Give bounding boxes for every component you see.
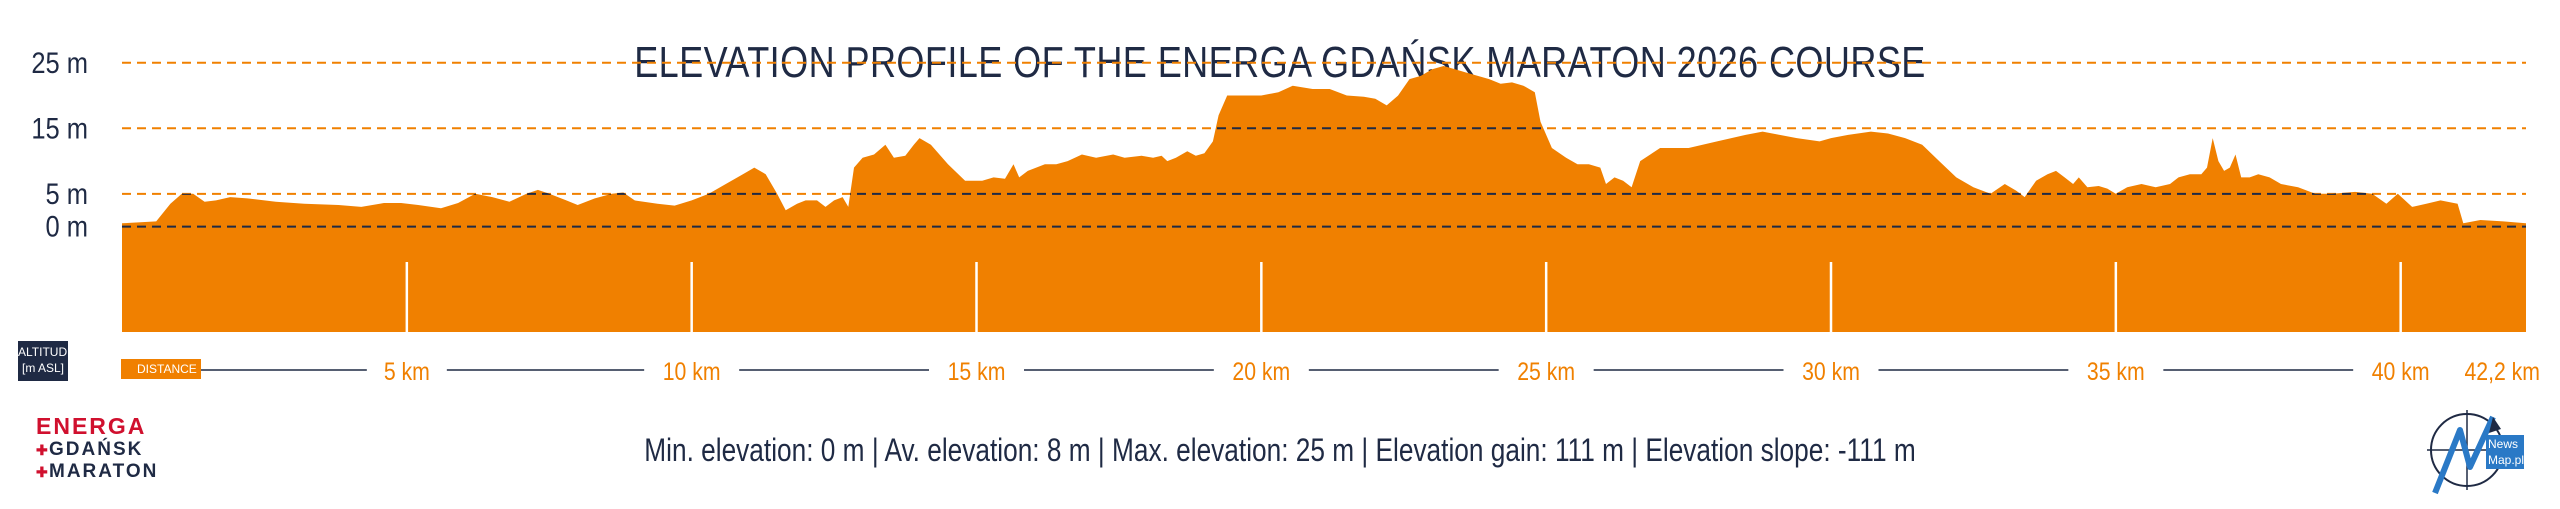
altitude-badge-line2: [m ASL] xyxy=(21,361,65,375)
x-tick-bg xyxy=(2446,356,2560,384)
x-tick-bg xyxy=(1498,356,1594,384)
x-tick-label: 40 km xyxy=(2372,357,2430,385)
newsmap-logo: News Map.pl xyxy=(2415,405,2540,495)
x-tick-bg xyxy=(1783,356,1879,384)
x-tick-bg xyxy=(929,356,1025,384)
x-tick-bg xyxy=(2068,356,2164,384)
x-tick-label: 20 km xyxy=(1232,357,1290,385)
newsmap-label: News Map.pl xyxy=(2486,435,2524,469)
km-divider-lines xyxy=(405,262,2402,332)
x-axis: 5 km 10 km 15 km 20 km 25 km 30 km 35 km 40 km 4… xyxy=(201,356,2560,385)
x-tick-label: 15 km xyxy=(948,357,1006,385)
x-tick-label: 42,2 km xyxy=(2464,357,2540,385)
y-tick-label: 25 m xyxy=(31,46,88,79)
x-tick-bg xyxy=(2353,356,2449,384)
cross-icon: ✚ xyxy=(36,442,50,458)
altitude-badge: ALTITUDE [m ASL] xyxy=(18,341,76,381)
newsmap-line1: News xyxy=(2488,437,2519,451)
logo-gdansk-text: GDAŃSK xyxy=(49,439,144,460)
altitude-badge-line1: ALTITUDE xyxy=(18,345,76,359)
x-tick-label: 10 km xyxy=(663,357,721,385)
y-axis-labels: 25 m 15 m 5 m0 m xyxy=(31,46,88,243)
x-tick-label: 35 km xyxy=(2087,357,2145,385)
x-tick-label: 5 km xyxy=(384,357,430,385)
logo-maraton-text: MARATON xyxy=(49,461,159,482)
x-tick-bg xyxy=(366,356,447,384)
logo-energa-text: ENERGA xyxy=(36,413,147,439)
energa-gdansk-maraton-logo: ENERGA ✚ GDAŃSK ✚ MARATON xyxy=(36,413,186,488)
x-tick-bg xyxy=(1213,356,1309,384)
cross-icon: ✚ xyxy=(36,464,50,480)
newsmap-line2: Map.pl xyxy=(2488,453,2525,467)
x-tick-label: 25 km xyxy=(1517,357,1575,385)
x-tick-label: 30 km xyxy=(1802,357,1860,385)
y-tick-label: 5 m xyxy=(46,177,88,210)
distance-badge: DISTANCE xyxy=(121,359,201,379)
x-tick-bg xyxy=(644,356,740,384)
gridlines-front xyxy=(122,127,2526,228)
y-tick-label: 0 m xyxy=(46,210,88,243)
elevation-stats: Min. elevation: 0 m | Av. elevation: 8 m… xyxy=(644,432,1916,468)
y-tick-label: 15 m xyxy=(31,111,88,144)
elevation-area xyxy=(122,66,2526,332)
